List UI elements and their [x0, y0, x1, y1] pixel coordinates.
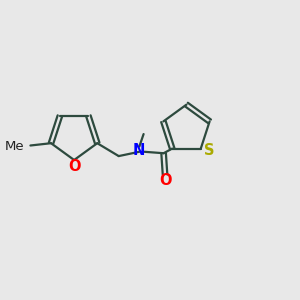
Text: O: O: [68, 159, 80, 174]
Text: Me: Me: [4, 140, 24, 153]
Text: N: N: [133, 143, 145, 158]
Text: O: O: [159, 173, 171, 188]
Text: S: S: [203, 142, 214, 158]
